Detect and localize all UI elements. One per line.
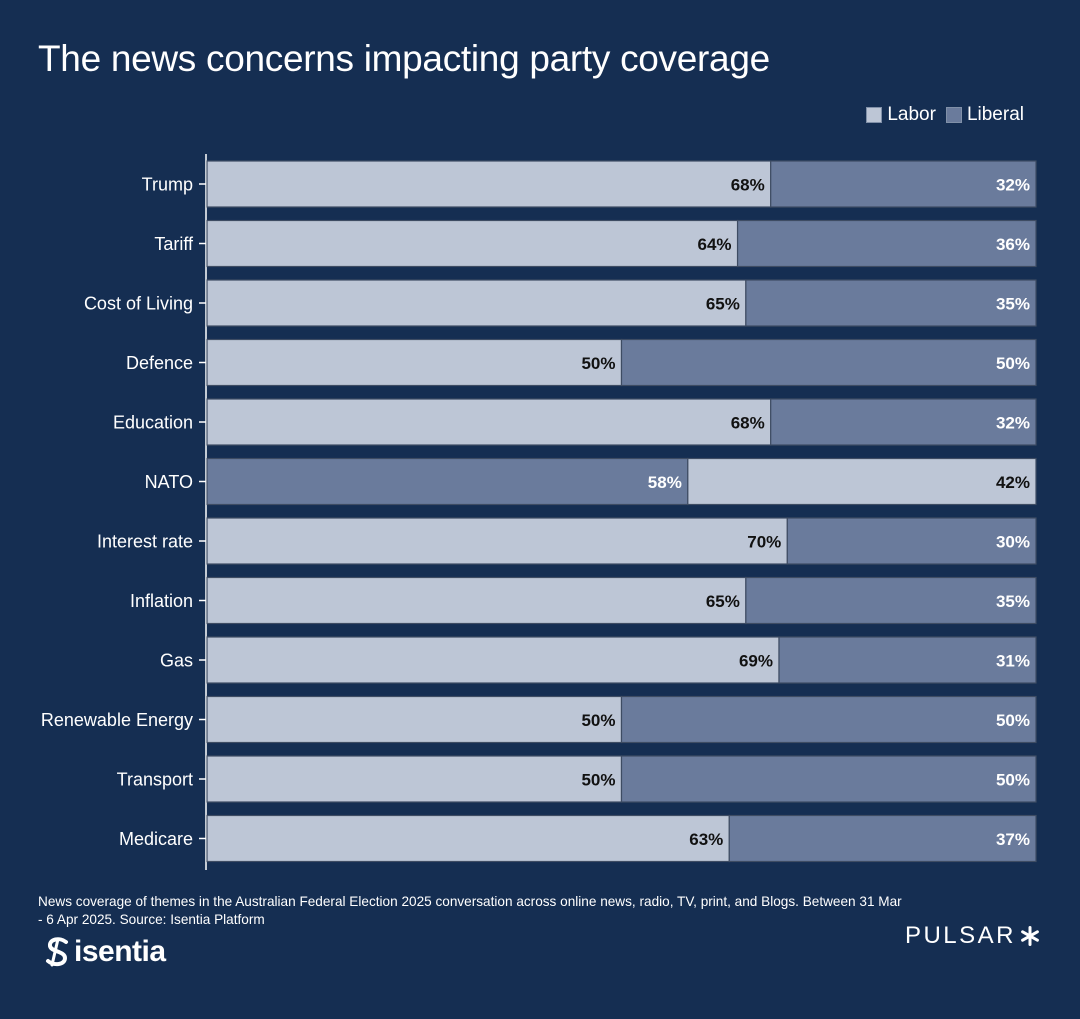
data-label: 36% <box>996 235 1030 254</box>
category-label: Tariff <box>154 234 194 254</box>
data-label: 32% <box>996 414 1030 433</box>
bar-segment-liberal <box>206 457 689 506</box>
data-label: 35% <box>996 295 1030 314</box>
data-label: 35% <box>996 592 1030 611</box>
legend-label-liberal: Liberal <box>966 104 1024 125</box>
legend-swatch-labor <box>866 107 883 123</box>
bar-segment-labor <box>206 517 788 565</box>
data-label: 32% <box>996 176 1030 195</box>
data-label: 69% <box>739 652 773 671</box>
bar-segment-liberal <box>736 219 1037 268</box>
bar-segment-labor <box>206 636 780 684</box>
pulsar-logo: PULSAR <box>905 922 1040 950</box>
bar-segment-labor <box>206 398 772 446</box>
bar-segment-liberal <box>745 576 1037 625</box>
category-label: Defence <box>126 353 193 373</box>
bar-segment-liberal <box>728 814 1037 863</box>
data-label: 68% <box>731 414 765 433</box>
bar-segment-labor <box>206 279 747 327</box>
bar-segment-liberal <box>778 636 1037 684</box>
bar-segment-liberal <box>786 517 1037 565</box>
bar-segment-labor <box>206 695 623 744</box>
category-label: Medicare <box>119 829 193 849</box>
footnote: News coverage of themes in the Australia… <box>38 894 902 927</box>
asterisk-icon <box>1021 926 1039 946</box>
data-label: 42% <box>996 473 1030 492</box>
data-label: 64% <box>698 235 732 254</box>
isentia-logo: isentia <box>44 935 166 969</box>
bar-segment-liberal <box>770 398 1037 446</box>
data-label: 50% <box>996 771 1030 790</box>
data-label: 50% <box>996 711 1030 730</box>
data-label: 68% <box>731 176 765 195</box>
category-label: Education <box>113 413 193 433</box>
stacked-bar-chart: Trump 68% 32% Tariff 64% 36% Cost of Living 65%… <box>41 154 1037 870</box>
bar-segment-liberal <box>745 279 1037 327</box>
bar-segment-liberal <box>620 338 1037 387</box>
chart-legend: Labor Liberal <box>866 104 1024 126</box>
data-label: 37% <box>996 830 1030 849</box>
isentia-s-logo-icon <box>46 937 68 967</box>
data-label: 63% <box>689 830 723 849</box>
data-label: 50% <box>581 771 615 790</box>
bar-segment-labor <box>687 457 1037 506</box>
data-label: 50% <box>581 354 615 373</box>
data-label: 31% <box>996 652 1030 671</box>
bar-segment-liberal <box>770 160 1037 208</box>
category-label: Inflation <box>130 591 193 611</box>
category-label: Cost of Living <box>84 294 193 314</box>
pulsar-wordmark: PULSAR <box>904 922 1016 949</box>
bar-segment-labor <box>206 219 739 268</box>
bar-segment-liberal <box>620 755 1037 803</box>
data-label: 58% <box>648 473 682 492</box>
bar-segment-labor <box>206 160 772 208</box>
legend-item-labor: Labor <box>866 104 936 126</box>
data-label: 50% <box>996 354 1030 373</box>
category-label: Interest rate <box>97 532 193 552</box>
legend-label-labor: Labor <box>887 104 936 125</box>
chart-title: The news concerns impacting party covera… <box>38 38 770 79</box>
bar-segment-labor <box>206 755 623 803</box>
bar-segment-labor <box>206 338 623 387</box>
data-label: 65% <box>706 295 740 314</box>
data-label: 30% <box>996 533 1030 552</box>
category-label: Trump <box>142 175 193 195</box>
category-label: Transport <box>117 770 193 790</box>
data-label: 70% <box>747 533 781 552</box>
category-label: NATO <box>145 472 193 492</box>
legend-swatch-liberal <box>945 107 962 123</box>
legend-item-liberal: Liberal <box>945 104 1024 126</box>
bar-segment-labor <box>206 814 730 863</box>
data-label: 50% <box>581 711 615 730</box>
category-label: Renewable Energy <box>41 710 193 730</box>
bar-segment-liberal <box>620 695 1037 744</box>
data-label: 65% <box>706 592 740 611</box>
bar-segment-labor <box>206 576 747 625</box>
category-label: Gas <box>160 651 193 671</box>
isentia-wordmark: isentia <box>74 935 166 968</box>
